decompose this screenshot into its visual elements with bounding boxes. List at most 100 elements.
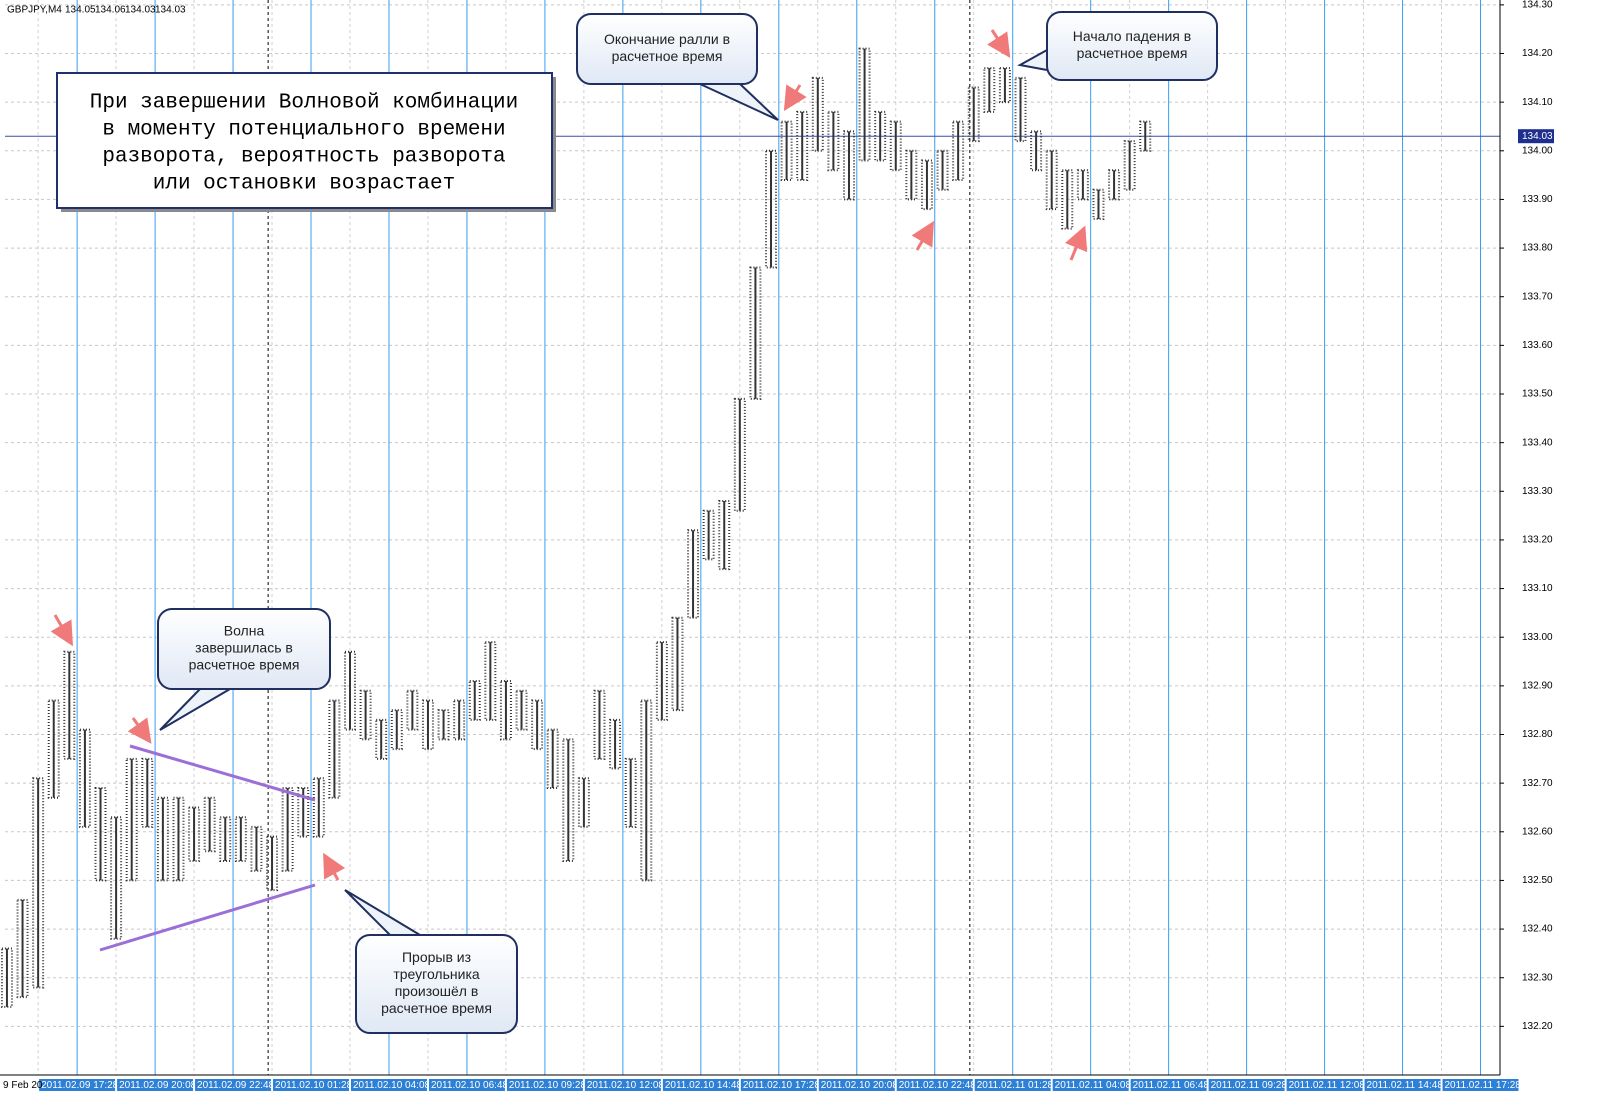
callout-box bbox=[1046, 11, 1218, 81]
y-tick-label: 134.20 bbox=[1522, 48, 1553, 59]
y-tick-label: 133.70 bbox=[1522, 291, 1553, 302]
price-bar bbox=[0, 947, 13, 1008]
header-price: 134.06 bbox=[95, 5, 126, 16]
x-tick-label: 2011.02.10 12:08 bbox=[587, 1080, 665, 1091]
y-tick-label: 132.80 bbox=[1522, 729, 1553, 740]
price-bar bbox=[312, 777, 325, 838]
callout-text: расчетное время bbox=[612, 48, 723, 64]
y-tick-label: 132.40 bbox=[1522, 924, 1553, 935]
price-bar bbox=[344, 650, 356, 731]
price-bar bbox=[499, 679, 512, 741]
x-tick-label: 2011.02.09 17:28 bbox=[41, 1080, 119, 1091]
axes: 132.20 132.30 132.40 132.50 132.60 132.70 132.… bbox=[0, 0, 1554, 1091]
grid bbox=[5, 0, 1500, 1075]
callout-tail bbox=[1017, 49, 1048, 71]
y-tick-label: 134.00 bbox=[1522, 145, 1553, 156]
callout-text: завершилась в bbox=[195, 640, 293, 656]
callout-box bbox=[157, 608, 331, 690]
arrow bbox=[783, 84, 807, 112]
price-bar bbox=[515, 689, 528, 731]
note-line: или остановки возрастает bbox=[153, 173, 455, 196]
y-tick-label: 132.60 bbox=[1522, 826, 1553, 837]
x-tick-label-bg bbox=[740, 1079, 817, 1091]
x-tick-label-bg bbox=[818, 1079, 895, 1091]
price-bar bbox=[1139, 120, 1152, 152]
price-bar bbox=[47, 699, 60, 799]
x-tick-label: 2011.02.11 04:08 bbox=[1055, 1080, 1132, 1091]
x-tick-label-bg bbox=[1208, 1079, 1285, 1091]
price-bar bbox=[32, 777, 45, 989]
x-tick-label-bg bbox=[273, 1079, 350, 1091]
y-tick-label: 132.70 bbox=[1522, 778, 1553, 789]
arrow bbox=[50, 614, 73, 647]
x-tick-label: 2011.02.09 22:48 bbox=[197, 1080, 275, 1091]
x-tick-label-bg bbox=[896, 1079, 973, 1091]
price-bar bbox=[406, 689, 419, 731]
callout-text: расчетное время bbox=[1077, 45, 1188, 61]
callout-text: расчетное время bbox=[189, 657, 300, 673]
y-tick-label: 133.60 bbox=[1522, 340, 1553, 351]
callout-text: Волна bbox=[224, 623, 265, 639]
y-tick-label: 133.80 bbox=[1522, 243, 1553, 254]
x-tick-label: 2011.02.11 17:28 bbox=[1445, 1080, 1522, 1091]
callout-text: Прорыв из bbox=[402, 949, 471, 965]
price-bars bbox=[0, 47, 1152, 1008]
last-price-box bbox=[1518, 129, 1554, 144]
price-bar bbox=[640, 699, 653, 882]
triangle-upper-line bbox=[129, 744, 316, 802]
y-tick-label: 133.00 bbox=[1522, 632, 1553, 643]
price-bar bbox=[1076, 169, 1089, 201]
price-bar bbox=[967, 86, 980, 143]
x-tick-label: 2011.02.10 06:48 bbox=[431, 1080, 509, 1091]
price-bar bbox=[468, 679, 481, 721]
price-bar bbox=[281, 787, 294, 872]
note-line: в моменту потенциального времени bbox=[102, 119, 505, 142]
arrows bbox=[50, 29, 1088, 881]
price-bar bbox=[375, 718, 388, 760]
price-bar bbox=[437, 709, 450, 741]
x-tick-label: 2011.02.10 04:08 bbox=[353, 1080, 431, 1091]
x-tick-label-bg bbox=[1130, 1079, 1207, 1091]
arrow bbox=[323, 852, 346, 881]
price-bar bbox=[827, 110, 840, 172]
header-price: 134.05 bbox=[65, 5, 96, 16]
price-bar bbox=[998, 67, 1011, 104]
price-bar bbox=[328, 699, 341, 799]
callout-tail bbox=[699, 83, 779, 121]
callout-text: расчетное время bbox=[381, 1000, 492, 1016]
header-price: 134.03 bbox=[125, 5, 156, 16]
y-tick-label: 132.50 bbox=[1522, 875, 1553, 886]
x-tick-label: 2011.02.11 06:48 bbox=[1133, 1080, 1210, 1091]
x-tick-label-bg bbox=[584, 1079, 661, 1091]
y-tick-label: 134.30 bbox=[1522, 0, 1553, 11]
x-tick-label: 2011.02.10 20:08 bbox=[821, 1080, 899, 1091]
chart-title: GBPJPY,M4 bbox=[7, 5, 62, 16]
x-tick-label: 2011.02.10 01:28 bbox=[275, 1080, 353, 1091]
x-tick-label-bg bbox=[1442, 1079, 1519, 1091]
x-tick-label-bg bbox=[662, 1079, 739, 1091]
price-bar bbox=[78, 728, 91, 828]
price-bar bbox=[1092, 188, 1105, 220]
x-tick-label-bg bbox=[117, 1079, 194, 1091]
y-tick-label: 133.50 bbox=[1522, 389, 1553, 400]
callout-tail bbox=[159, 688, 231, 731]
x-tick-label-bg bbox=[1364, 1079, 1441, 1091]
x-tick-label: 2011.02.11 14:48 bbox=[1367, 1080, 1444, 1091]
price-bar bbox=[172, 796, 185, 882]
y-tick-label: 132.30 bbox=[1522, 972, 1553, 983]
x-tick-label: 2011.02.10 14:48 bbox=[665, 1080, 743, 1091]
y-tick-label: 133.40 bbox=[1522, 437, 1553, 448]
triangle-lower-line bbox=[99, 883, 316, 952]
price-bar bbox=[16, 898, 29, 999]
price-bar bbox=[1061, 169, 1074, 230]
price-bar bbox=[266, 835, 279, 892]
price-bar bbox=[484, 641, 497, 721]
callout-text: Окончание ралли в bbox=[604, 31, 730, 47]
callout-tail bbox=[344, 889, 421, 936]
arrow bbox=[1065, 225, 1088, 261]
price-bar bbox=[655, 641, 668, 721]
price-bar bbox=[203, 796, 216, 853]
price-bar bbox=[156, 796, 169, 882]
